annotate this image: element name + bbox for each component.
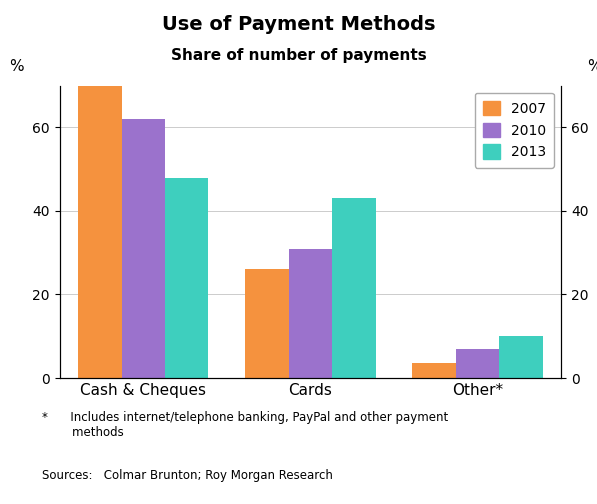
Bar: [499, 336, 543, 378]
Bar: [245, 270, 289, 378]
Bar: [122, 119, 165, 378]
Bar: [289, 248, 332, 378]
Text: Share of number of payments: Share of number of payments: [171, 48, 426, 63]
Text: %: %: [10, 59, 24, 74]
Text: Sources:   Colmar Brunton; Roy Morgan Research: Sources: Colmar Brunton; Roy Morgan Rese…: [42, 469, 333, 482]
Text: Use of Payment Methods: Use of Payment Methods: [162, 15, 435, 34]
Bar: [456, 349, 499, 378]
Bar: [78, 82, 122, 378]
Text: %: %: [587, 59, 597, 74]
Text: *      Includes internet/telephone banking, PayPal and other payment
        met: * Includes internet/telephone banking, P…: [42, 411, 448, 439]
Bar: [332, 199, 376, 378]
Bar: [413, 363, 456, 378]
Legend: 2007, 2010, 2013: 2007, 2010, 2013: [475, 93, 554, 168]
Bar: [165, 177, 208, 378]
